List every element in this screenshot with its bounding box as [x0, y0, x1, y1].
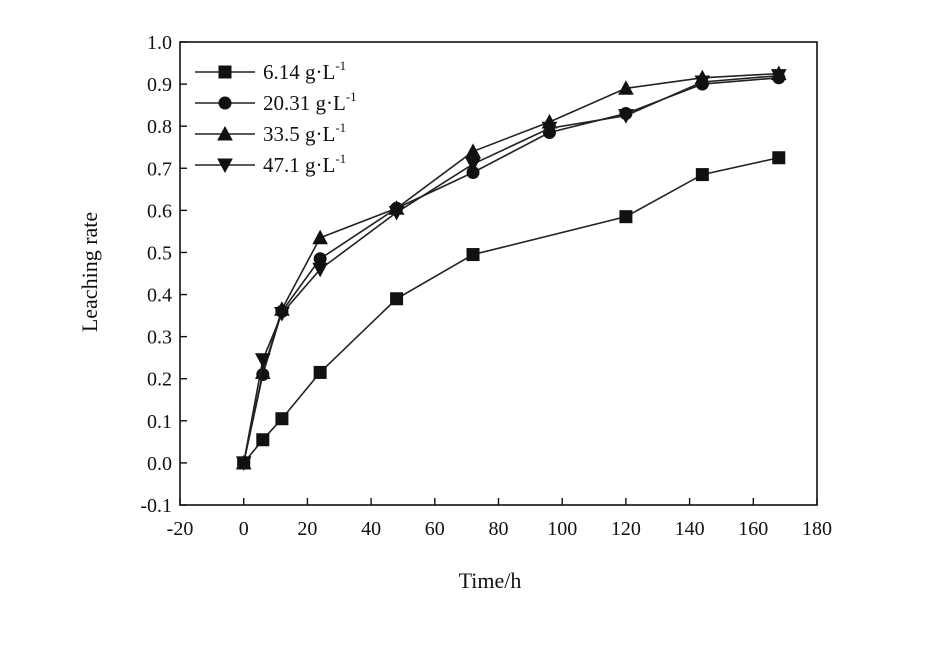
y-tick-label: 0.8 [147, 116, 172, 138]
legend-item-3: 33.5 g·L-1 [195, 120, 346, 146]
legend-marker [218, 65, 232, 79]
y-tick-label: 0.9 [147, 74, 172, 96]
data-point [388, 205, 405, 221]
data-point [618, 80, 634, 95]
y-tick-label: 0.5 [147, 242, 172, 264]
legend-label: 47.1 g·L-1 [263, 151, 346, 177]
y-tick-label: 0.1 [147, 411, 172, 433]
data-point [390, 292, 404, 306]
x-tick-label: 160 [738, 518, 768, 540]
y-tick-label: 0.2 [147, 369, 172, 391]
legend-item-1: 6.14 g·L-1 [195, 58, 346, 84]
legend-label: 33.5 g·L-1 [263, 120, 346, 146]
y-axis-ticks: -0.1 0.0 0.1 0.2 0.3 0.4 0.5 0.6 0.7 0.8 0.9 1.0 [140, 32, 187, 517]
x-tick-label: 20 [297, 518, 317, 540]
data-point [465, 143, 481, 158]
y-tick-label: 0.6 [147, 200, 172, 222]
legend-label: 20.31 g·L-1 [263, 89, 357, 115]
series-4 [235, 69, 787, 471]
data-point [618, 109, 634, 124]
y-axis-title: Leaching rate [77, 212, 102, 332]
series-line [243, 156, 779, 464]
series-layer [235, 65, 787, 471]
data-point [312, 262, 328, 278]
y-tick-label: -0.1 [140, 495, 172, 517]
x-tick-label: 120 [611, 518, 641, 540]
x-tick-label: 0 [239, 518, 249, 540]
legend-label: 6.14 g·L-1 [263, 58, 346, 84]
data-point [466, 248, 480, 262]
legend-marker [217, 125, 233, 141]
legend-marker [217, 158, 233, 174]
y-tick-label: 0.4 [147, 285, 172, 307]
data-point [274, 306, 290, 322]
y-tick-label: 0.0 [147, 453, 172, 475]
series-line [242, 74, 779, 464]
data-point [695, 168, 709, 182]
y-tick-label: 0.7 [147, 158, 172, 180]
series-1 [237, 151, 786, 470]
data-point [694, 75, 711, 91]
y-tick-label: 0.3 [147, 327, 172, 349]
x-axis-ticks: -20 0 20 40 60 80 100 120 140 160 180 [167, 498, 832, 540]
data-point [254, 353, 271, 368]
data-point [256, 433, 270, 447]
x-tick-label: -20 [167, 518, 194, 540]
legend-marker [218, 96, 232, 110]
data-point [465, 157, 481, 173]
x-tick-label: 40 [361, 518, 381, 540]
x-tick-label: 80 [489, 518, 509, 540]
data-point [235, 456, 252, 471]
x-axis-title: Time/h [459, 568, 522, 593]
data-point [275, 412, 289, 426]
x-tick-label: 100 [547, 518, 577, 540]
data-point [770, 69, 787, 84]
y-tick-label: 1.0 [147, 32, 172, 54]
data-point [772, 151, 786, 165]
data-point [541, 121, 558, 137]
legend: 6.14 g·L-1 20.31 g·L-1 33.5 g·L-1 47.1 g·L-… [195, 58, 357, 177]
x-tick-label: 60 [425, 518, 445, 540]
series-line [242, 72, 779, 464]
x-tick-label: 180 [802, 518, 832, 540]
legend-item-4: 47.1 g·L-1 [195, 151, 346, 177]
legend-item-2: 20.31 g·L-1 [195, 89, 357, 115]
data-point [619, 210, 633, 224]
x-tick-label: 140 [675, 518, 705, 540]
data-point [313, 365, 327, 379]
data-point [312, 229, 328, 245]
